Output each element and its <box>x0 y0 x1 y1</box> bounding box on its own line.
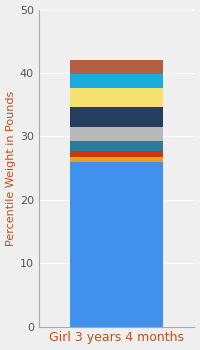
Bar <box>70 60 163 74</box>
Bar <box>70 151 163 157</box>
Bar <box>70 157 163 162</box>
Bar <box>70 88 163 106</box>
Bar <box>70 106 163 127</box>
Bar <box>70 74 163 88</box>
Bar <box>70 127 163 141</box>
Bar <box>70 162 163 327</box>
Bar <box>70 141 163 151</box>
Y-axis label: Percentile Weight in Pounds: Percentile Weight in Pounds <box>6 90 16 246</box>
